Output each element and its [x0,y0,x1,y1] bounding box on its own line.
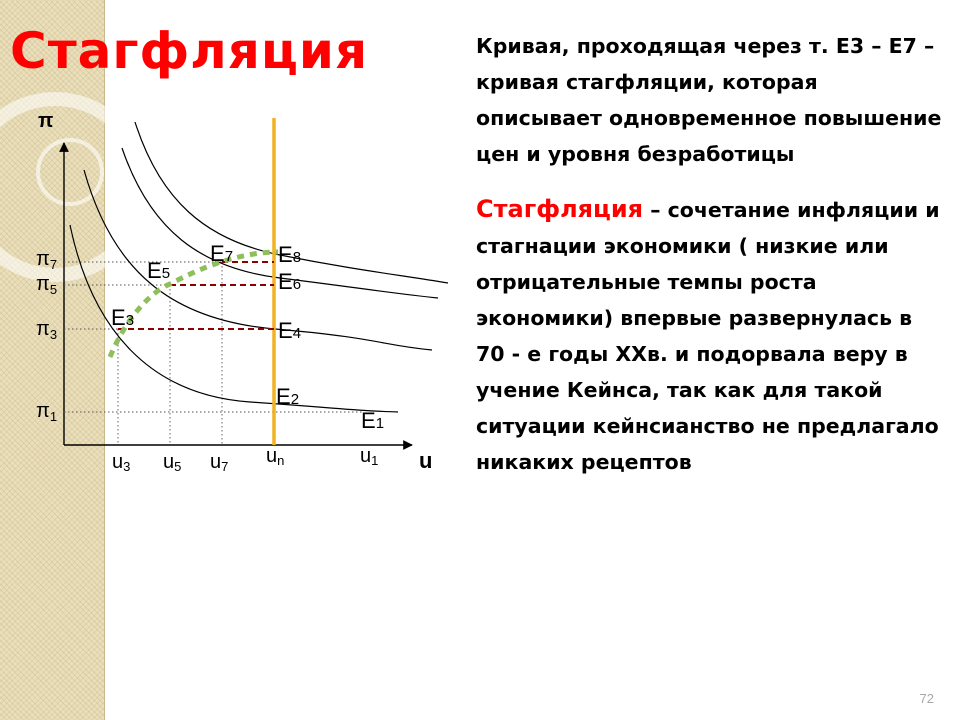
u5-label: u5 [163,451,181,474]
u7-label: u7 [210,451,228,474]
stripe-edge-line [104,0,105,720]
text-para-10: учение Кейнса, так как для такой [476,378,883,402]
phillips-curve-1 [69,224,399,413]
explanation-text: Кривая, проходящая через т. Е3 – Е7 – кр… [476,32,956,484]
stagflation-definition: – сочетание инфляции и [643,198,940,222]
u1-label: u1 [360,445,378,468]
text-para-1: Кривая, проходящая через т. Е3 – Е7 – [476,34,935,58]
text-para-5: Стагфляция – сочетание инфляции и [476,195,956,225]
pi1-label: π1 [36,400,57,424]
text-para-9: 70 - е годы ХХв. и подорвала веру в [476,342,908,366]
point-e4-label: E4 [278,318,301,343]
page-number: 72 [919,691,934,706]
point-e7-label: E7 [210,241,233,266]
decorative-ring-small [36,138,104,206]
point-e5-label: E5 [147,258,170,283]
point-e3-label: E3 [111,305,134,330]
pi5-label: π5 [36,273,57,297]
phillips-curve-2 [83,169,433,351]
text-para-12: никаких рецептов [476,450,692,474]
phillips-curve-4 [134,121,449,284]
text-para-8: экономики) впервые развернулась в [476,306,913,330]
text-para-4: цен и уровня безработицы [476,142,795,166]
slide-title: Стагфляция [10,22,369,80]
phillips-curve-diagram: π u π7 π5 π3 π1 u3 u5 u7 un u1 E8 E7 E6 … [36,110,449,474]
pi3-label: π3 [36,318,57,342]
u3-label: u3 [112,451,130,474]
point-e1-label: E1 [361,408,384,433]
point-e2-label: E2 [276,384,299,409]
stagflation-term: Стагфляция [476,195,644,223]
x-axis-label: u [419,448,432,473]
un-label: un [266,445,284,468]
text-para-3: описывает одновременное повышение [476,106,942,130]
pi7-label: π7 [36,248,57,272]
text-para-11: ситуации кейнсианство не предлагало [476,414,939,438]
text-para-6: стагнации экономики ( низкие или [476,234,889,258]
text-para-2: кривая стагфляции, которая [476,70,818,94]
point-e6-label: E6 [278,269,301,294]
text-para-7: отрицательные темпы роста [476,270,817,294]
y-axis-label: π [38,110,53,132]
stagflation-curve [107,249,279,358]
point-e8-label: E8 [278,242,301,267]
